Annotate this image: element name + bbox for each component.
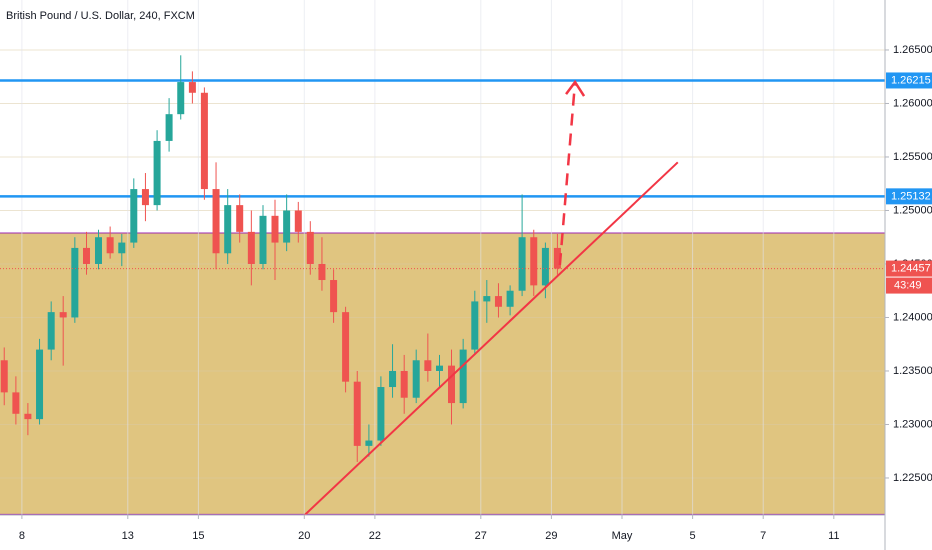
level-label: 1.25132: [891, 190, 931, 202]
candle-body: [283, 210, 291, 243]
candle-body: [483, 296, 491, 302]
y-tick-label: 1.26500: [893, 44, 932, 56]
candle-body: [47, 312, 55, 350]
candle-body: [353, 381, 361, 446]
candle-body: [471, 301, 479, 350]
chart-title: British Pound / U.S. Dollar, 240, FXCM: [6, 10, 195, 22]
candle-body: [200, 92, 208, 190]
candle-body: [12, 392, 20, 414]
candle-body: [82, 247, 90, 264]
candle-body: [412, 360, 420, 398]
zone: [0, 232, 885, 515]
y-tick-label: 1.23500: [893, 365, 932, 377]
y-tick-label: 1.24000: [893, 311, 932, 323]
candle-body: [400, 370, 408, 398]
y-tick-label: 1.25500: [893, 151, 932, 163]
candle-body: [306, 231, 314, 264]
x-tick-label: 22: [369, 530, 381, 542]
candle-body: [247, 231, 255, 264]
candle-body: [530, 237, 538, 286]
y-tick-label: 1.26000: [893, 97, 932, 109]
candle-body: [553, 247, 561, 269]
candle-body: [177, 82, 185, 115]
candle-body: [518, 237, 526, 291]
candle-body: [24, 413, 32, 420]
x-tick-label: 27: [475, 530, 487, 542]
candle-body: [224, 205, 232, 254]
candle-body: [424, 360, 432, 371]
candle-body: [153, 140, 161, 206]
candle-body: [94, 237, 102, 264]
x-tick-label: 8: [19, 530, 25, 542]
candle-body: [71, 247, 79, 318]
candle-body: [36, 349, 44, 420]
candle-body: [271, 215, 279, 243]
candle-body: [212, 189, 220, 254]
candle-body: [294, 210, 302, 232]
candle-body: [59, 312, 67, 318]
y-tick-label: 1.25000: [893, 204, 932, 216]
candle-body: [377, 387, 385, 441]
candle-body: [106, 237, 114, 254]
candle-body: [188, 82, 196, 93]
countdown-label: 43:49: [894, 279, 922, 291]
candle-body: [165, 114, 173, 141]
plot-background: [0, 0, 885, 515]
current-price-box: [886, 260, 932, 277]
countdown-box: [886, 277, 932, 294]
x-tick-label: 13: [122, 530, 134, 542]
current-price-label: 1.24457: [891, 262, 931, 274]
candle-body: [448, 365, 456, 404]
plot-marks: [0, 55, 885, 515]
candle-body: [506, 290, 514, 307]
candle-body: [0, 360, 8, 393]
candle-body: [318, 263, 326, 281]
y-tick-label: 1.22500: [893, 472, 932, 484]
candle-body: [130, 189, 138, 243]
x-tick-label: May: [612, 530, 633, 542]
candle-body: [389, 370, 397, 388]
axes: 1.225001.230001.235001.240001.245001.250…: [19, 44, 932, 542]
candle-body: [365, 440, 373, 446]
level-label-box: [886, 188, 932, 205]
x-tick-label: 11: [828, 530, 839, 542]
projection-arrowhead: [565, 79, 586, 97]
level-label-box: [886, 72, 932, 89]
y-tick-label: 1.23000: [893, 418, 932, 430]
x-tick-label: 7: [760, 530, 766, 542]
x-tick-label: 29: [545, 530, 557, 542]
level-label: 1.26215: [891, 74, 931, 86]
x-tick-label: 5: [690, 530, 696, 542]
candle-body: [435, 365, 443, 371]
candle-body: [141, 189, 149, 206]
candle-body: [259, 215, 267, 264]
candle-body: [118, 242, 126, 254]
candle-body: [236, 205, 244, 232]
trend-line: [303, 161, 679, 515]
candle-body: [330, 280, 338, 313]
x-tick-label: 15: [192, 530, 204, 542]
candle-body: [459, 349, 467, 404]
candle-body: [541, 247, 549, 286]
candle-body: [494, 296, 502, 307]
candle-body: [342, 312, 350, 382]
projection-line: [558, 81, 577, 266]
x-tick-label: 20: [298, 530, 310, 542]
